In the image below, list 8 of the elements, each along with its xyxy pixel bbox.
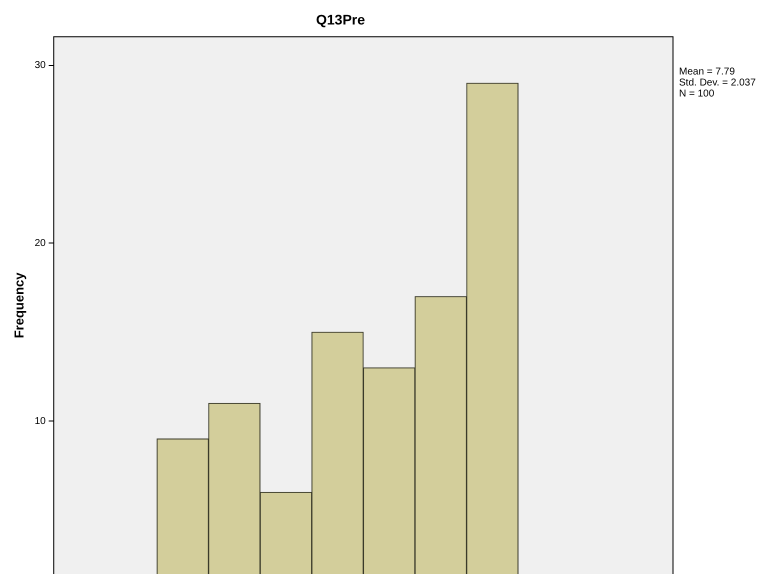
text: Std. Dev. = 2.037	[679, 78, 756, 89]
y-tick-label: 30	[34, 60, 46, 72]
chart-title: Q13Pre	[316, 11, 366, 28]
text: N = 100	[679, 88, 715, 100]
y-tick-label: 10	[34, 416, 46, 427]
y-tick-label: 20	[34, 238, 46, 249]
y-axis-title: Frequency	[11, 272, 26, 338]
text: Mean = 7.79	[679, 66, 736, 78]
